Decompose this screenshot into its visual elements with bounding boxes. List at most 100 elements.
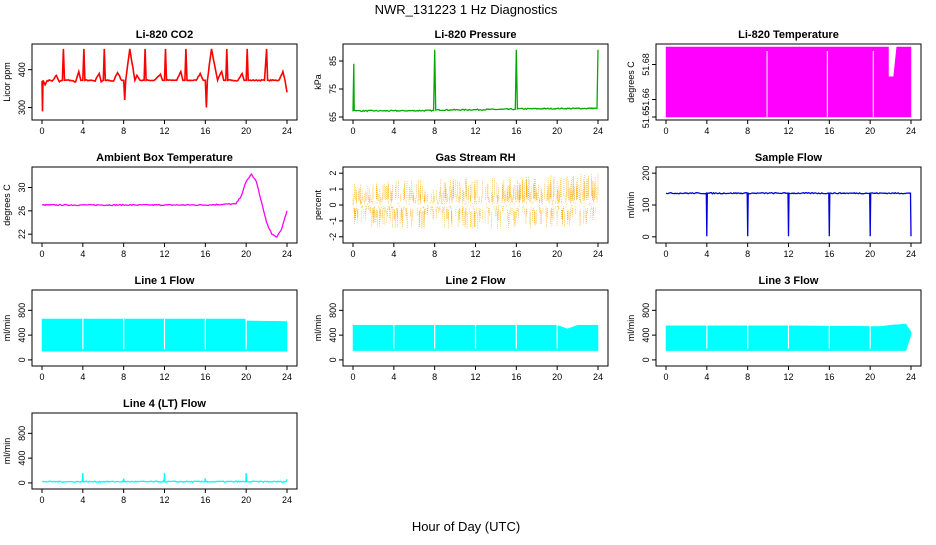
x-tick-label: 4 <box>704 126 709 136</box>
x-tick-label: 4 <box>80 372 85 382</box>
y-tick-label: 400 <box>641 328 651 343</box>
x-tick-label: 12 <box>783 126 793 136</box>
x-tick-label: 0 <box>663 249 668 259</box>
y-axis-label: percent <box>313 189 323 220</box>
x-tick-label: 12 <box>159 249 169 259</box>
y-tick-label: 65 <box>328 112 338 122</box>
x-tick-label: 16 <box>824 372 834 382</box>
panel-title: Gas Stream RH <box>435 152 515 164</box>
y-tick-label: 400 <box>17 62 27 77</box>
y-tick-label: 75 <box>328 84 338 94</box>
panel-title: Li-820 CO2 <box>136 29 193 41</box>
series-line <box>41 472 288 484</box>
y-axis-label: ml/min <box>2 315 12 342</box>
series-points <box>352 173 599 229</box>
y-tick-label: 30 <box>17 182 27 192</box>
y-tick-label: 0 <box>328 202 338 207</box>
x-tick-label: 12 <box>159 495 169 505</box>
series-line <box>41 48 288 112</box>
figure-title: NWR_131223 1 Hz Diagnostics <box>375 2 558 17</box>
x-tick-label: 0 <box>39 249 44 259</box>
x-tick-label: 24 <box>906 372 916 382</box>
x-tick-label: 16 <box>511 249 521 259</box>
x-tick-label: 20 <box>865 249 875 259</box>
x-tick-label: 16 <box>200 495 210 505</box>
x-tick-label: 0 <box>350 372 355 382</box>
x-tick-label: 24 <box>906 126 916 136</box>
panel-title: Ambient Box Temperature <box>96 152 233 164</box>
x-tick-label: 0 <box>663 372 668 382</box>
y-tick-label: 85 <box>328 56 338 66</box>
y-tick-label: 800 <box>17 303 27 318</box>
x-tick-label: 20 <box>552 372 562 382</box>
x-tick-label: 12 <box>470 126 480 136</box>
x-tick-label: 24 <box>282 372 292 382</box>
x-tick-label: 24 <box>282 126 292 136</box>
series-line <box>41 173 288 238</box>
x-tick-label: 4 <box>391 249 396 259</box>
y-tick-label: 0 <box>17 480 27 485</box>
x-tick-label: 4 <box>391 126 396 136</box>
y-tick-label: 800 <box>17 426 27 441</box>
x-tick-label: 20 <box>865 372 875 382</box>
y-axis-label: Licor ppm <box>2 62 12 102</box>
x-tick-label: 20 <box>241 372 251 382</box>
x-tick-label: 20 <box>552 249 562 259</box>
x-tick-label: 12 <box>783 372 793 382</box>
x-tick-label: 4 <box>704 372 709 382</box>
x-tick-label: 4 <box>391 372 396 382</box>
x-tick-label: 12 <box>470 372 480 382</box>
x-tick-label: 8 <box>432 126 437 136</box>
x-tick-label: 16 <box>511 372 521 382</box>
x-tick-label: 12 <box>470 249 480 259</box>
panel-line-2-flow: Line 2 Flow ml/min 0 4 8 12 16 20 24 0 400 800 <box>313 275 609 382</box>
x-tick-label: 24 <box>906 249 916 259</box>
x-tick-label: 0 <box>663 126 668 136</box>
panel-sample-flow: Sample Flow ml/min 0 4 8 12 16 20 24 0 100 200 <box>626 152 922 259</box>
x-tick-label: 0 <box>39 495 44 505</box>
x-tick-label: 16 <box>200 249 210 259</box>
x-tick-label: 0 <box>39 126 44 136</box>
panel-title: Line 3 Flow <box>759 275 819 287</box>
x-tick-label: 16 <box>200 372 210 382</box>
y-tick-label: 2 <box>328 171 338 176</box>
y-axis-label: ml/min <box>2 438 12 465</box>
x-tick-label: 4 <box>704 249 709 259</box>
y-tick-label: 100 <box>641 197 651 212</box>
y-tick-label: 0 <box>17 357 27 362</box>
y-tick-label: 400 <box>328 328 338 343</box>
panel-title: Li-820 Temperature <box>738 29 839 41</box>
x-tick-label: 20 <box>865 126 875 136</box>
x-tick-label: 20 <box>241 249 251 259</box>
x-tick-label: 16 <box>511 126 521 136</box>
x-tick-label: 20 <box>552 126 562 136</box>
x-tick-label: 4 <box>80 249 85 259</box>
y-tick-label: 0 <box>641 357 651 362</box>
x-tick-label: 16 <box>824 126 834 136</box>
y-axis-label: degrees C <box>626 61 636 103</box>
x-tick-label: 4 <box>80 126 85 136</box>
y-tick-label: 22 <box>17 229 27 239</box>
plot-frame <box>342 166 609 244</box>
x-tick-label: 0 <box>350 249 355 259</box>
x-tick-label: 8 <box>121 249 126 259</box>
y-tick-label: 26 <box>17 206 27 216</box>
y-axis-label: kPa <box>313 74 323 90</box>
x-tick-label: 0 <box>350 126 355 136</box>
y-tick-label: -1 <box>328 217 338 225</box>
x-tick-label: 8 <box>432 249 437 259</box>
series-line <box>665 191 912 237</box>
panel-title: Li-820 Pressure <box>435 29 517 41</box>
x-tick-label: 12 <box>783 249 793 259</box>
x-tick-label: 8 <box>745 249 750 259</box>
panel-li-820-co2: Li-820 CO2 Licor ppm 0 4 8 12 16 20 24 300 400 <box>2 29 298 136</box>
x-tick-label: 16 <box>200 126 210 136</box>
y-axis-label: ml/min <box>626 192 636 219</box>
x-tick-label: 8 <box>745 126 750 136</box>
x-tick-label: 12 <box>159 126 169 136</box>
y-tick-label: 300 <box>17 100 27 115</box>
